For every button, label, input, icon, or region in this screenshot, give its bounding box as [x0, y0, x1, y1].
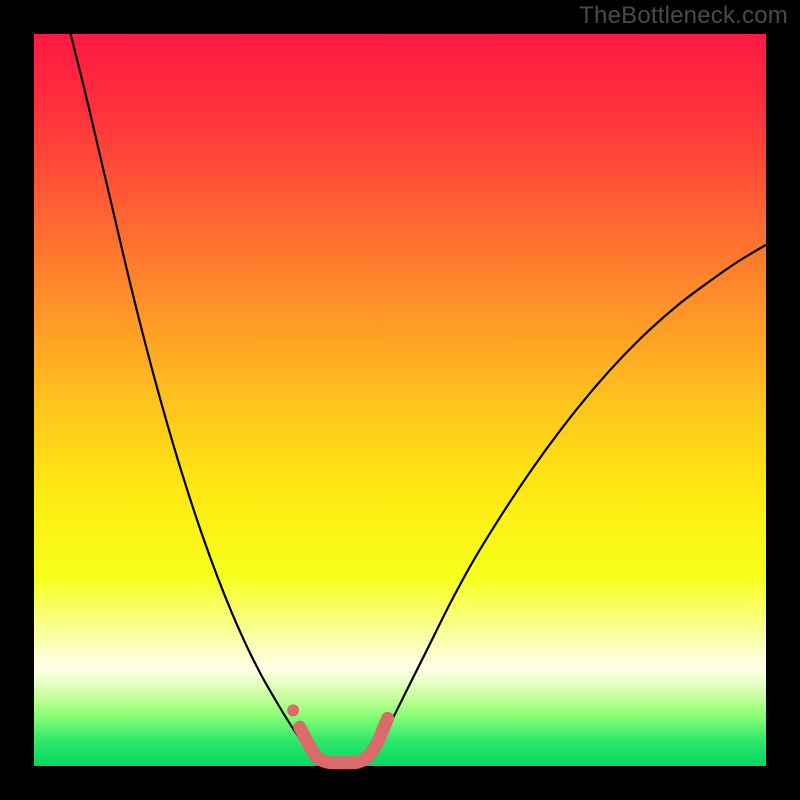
plot-svg: [0, 0, 800, 800]
chart-container: TheBottleneck.com: [0, 0, 800, 800]
plot-background: [34, 34, 766, 766]
marker-dot: [287, 704, 299, 716]
